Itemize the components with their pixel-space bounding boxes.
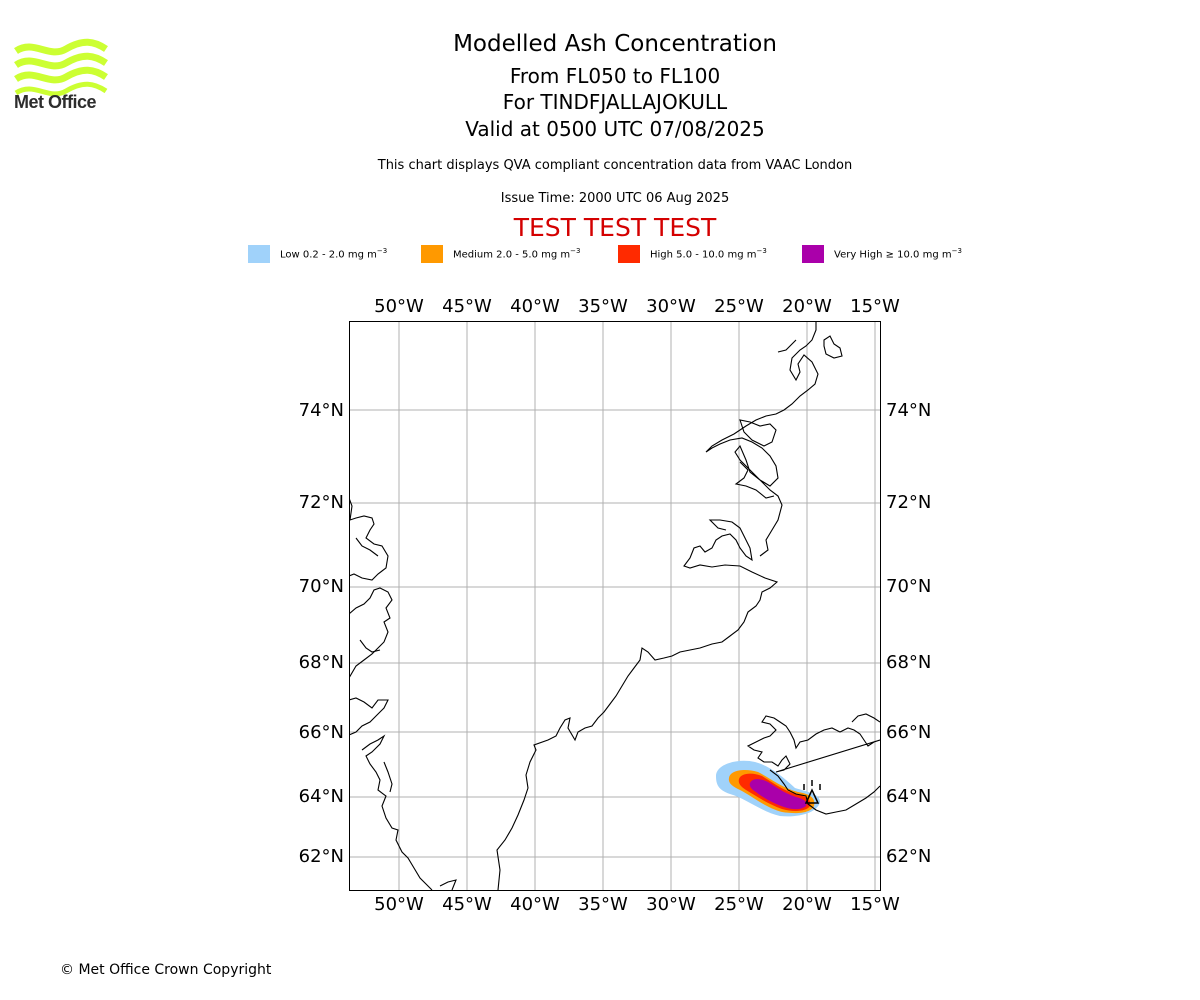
lat-tick: 70°N: [299, 576, 344, 597]
graticule: [349, 321, 880, 890]
lat-tick: 64°N: [886, 786, 931, 807]
lat-tick: 66°N: [886, 722, 931, 743]
lon-tick: 45°W: [442, 296, 492, 317]
volcano-name: For TINDFJALLAJOKULL: [502, 90, 728, 114]
volcano-marker: [803, 780, 821, 804]
lat-tick: 74°N: [886, 400, 931, 421]
issue-time: Issue Time: 2000 UTC 06 Aug 2025: [500, 191, 730, 206]
iceland-north: [851, 713, 880, 723]
lon-tick: 40°W: [510, 894, 560, 915]
valid-time: Valid at 0500 UTC 07/08/2025: [465, 117, 765, 141]
iceland-coast: [746, 715, 880, 815]
lat-tick: 68°N: [886, 652, 931, 673]
lat-tick: 64°N: [299, 786, 344, 807]
legend-label-low: Low 0.2 - 2.0 mg m−3: [280, 247, 388, 261]
lon-tick: 15°W: [850, 296, 900, 317]
greenland-west-coast: [349, 497, 389, 581]
lon-ticks-top: 50°W 45°W 40°W 35°W 30°W 25°W 20°W 15°W: [374, 296, 900, 317]
legend-item-very-high: Very High ≥ 10.0 mg m−3: [802, 244, 962, 264]
lon-tick: 30°W: [646, 296, 696, 317]
legend-item-high: High 5.0 - 10.0 mg m−3: [618, 244, 767, 264]
legend-swatch-very-high: [802, 245, 824, 263]
lon-tick: 20°W: [782, 296, 832, 317]
lon-tick: 25°W: [714, 894, 764, 915]
chart-description: This chart displays QVA compliant concen…: [377, 158, 853, 173]
legend-swatch-high: [618, 245, 640, 263]
chart-title: Modelled Ash Concentration: [453, 31, 777, 57]
legend-item-medium: Medium 2.0 - 5.0 mg m−3: [421, 244, 580, 264]
greenland-west-bits: [355, 537, 379, 557]
greenland-fjord-bits: [739, 419, 777, 447]
greenland-fjord-bits-3: [777, 339, 797, 353]
legend-label-high: High 5.0 - 10.0 mg m−3: [650, 247, 767, 261]
lon-tick: 50°W: [374, 296, 424, 317]
lat-tick: 66°N: [299, 722, 344, 743]
flight-levels: From FL050 to FL100: [509, 64, 721, 88]
lon-tick: 35°W: [578, 296, 628, 317]
lon-tick: 40°W: [510, 296, 560, 317]
greenland-west-coast-3: [349, 697, 389, 736]
greenland-west-coast-2: [349, 587, 393, 679]
lat-ticks-right: 74°N 72°N 70°N 68°N 66°N 64°N 62°N: [886, 400, 931, 867]
greenland-west-coast-4: [361, 734, 433, 890]
coastlines: [349, 321, 880, 890]
lon-tick: 15°W: [850, 894, 900, 915]
legend-item-low: Low 0.2 - 2.0 mg m−3: [248, 244, 387, 264]
lat-tick: 62°N: [886, 846, 931, 867]
lon-tick: 20°W: [782, 894, 832, 915]
lat-tick: 74°N: [299, 400, 344, 421]
lon-tick: 30°W: [646, 894, 696, 915]
lon-tick: 50°W: [374, 894, 424, 915]
lon-tick: 35°W: [578, 894, 628, 915]
legend-label-medium: Medium 2.0 - 5.0 mg m−3: [453, 247, 581, 261]
greenland-north-island: [823, 335, 843, 359]
logo-text: Met Office: [14, 92, 97, 112]
greenland-fjord-bits-2: [734, 461, 775, 499]
greenland-west-bits-2: [359, 639, 381, 653]
lat-tick: 68°N: [299, 652, 344, 673]
ash-very-high: [749, 779, 807, 810]
copyright-notice: © Met Office Crown Copyright: [60, 962, 272, 978]
greenland-east-coast: [496, 519, 779, 890]
greenland-west-islands-2: [439, 879, 457, 890]
lat-ticks-left: 74°N 72°N 70°N 68°N 66°N 64°N 62°N: [299, 400, 344, 867]
test-banner: TEST TEST TEST: [513, 213, 717, 242]
legend-label-very-high: Very High ≥ 10.0 mg m−3: [834, 247, 962, 261]
lon-tick: 45°W: [442, 894, 492, 915]
lat-tick: 62°N: [299, 846, 344, 867]
greenland-east-fjords: [705, 321, 819, 557]
lat-tick: 72°N: [299, 492, 344, 513]
legend-swatch-medium: [421, 245, 443, 263]
met-office-logo: [14, 38, 108, 97]
map-frame: [349, 321, 881, 891]
lat-tick: 72°N: [886, 492, 931, 513]
legend-swatch-low: [248, 245, 270, 263]
lon-ticks-bottom: 50°W 45°W 40°W 35°W 30°W 25°W 20°W 15°W: [374, 894, 900, 915]
lon-tick: 25°W: [714, 296, 764, 317]
greenland-west-islands: [383, 761, 393, 793]
lat-tick: 70°N: [886, 576, 931, 597]
